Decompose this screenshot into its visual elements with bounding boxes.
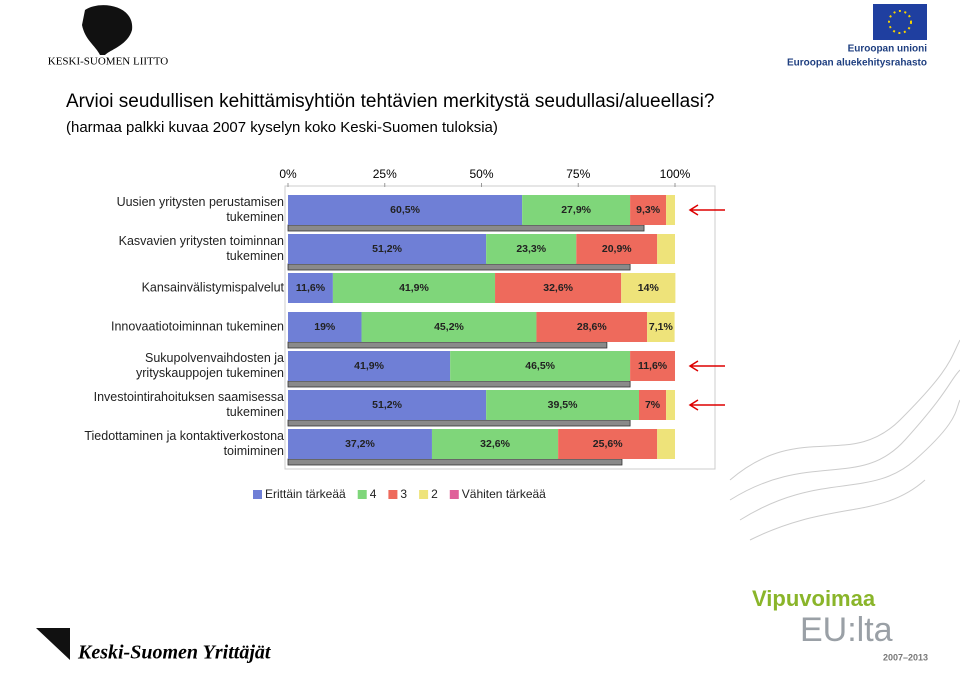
legend-label: Vähiten tärkeää [462,487,546,501]
bar-segment [666,195,675,225]
comparison-bar [287,419,631,427]
bar-segment [288,234,487,264]
bar-segment [639,390,667,420]
legend-label: 4 [370,487,377,501]
decoration [729,339,960,541]
value-label: 46,5% [525,360,555,372]
category-label: Kansainvälistymispalvelut [141,280,284,295]
value-label: 11,6% [638,360,668,372]
value-label: 19% [314,321,336,333]
legend-swatch [357,490,367,499]
bar-segment [332,273,496,303]
legend-label: 2 [431,487,438,501]
value-label: 41,9% [354,360,384,372]
bar-segment [666,390,675,420]
bar-segment [288,273,333,303]
value-label: 32,6% [480,438,510,450]
footer-years: 2007–2013 [883,652,928,662]
bar-segment [288,390,487,420]
bar-segment [361,312,537,342]
comparison-bar [287,263,631,271]
legend-swatch [419,490,429,499]
bar-segment [621,273,676,303]
footer-right: EU:lta [800,611,893,649]
comparison-bar [287,458,623,466]
legend-swatch [253,490,262,499]
legend-label: Erittäin tärkeää [265,487,346,501]
chart-subtitle: (harmaa palkki kuvaa 2007 kyselyn koko K… [66,119,498,136]
legend-swatch [388,490,398,499]
bar-segment [431,429,559,459]
org-name: KESKI-SUOMEN LIITTO [48,56,169,68]
legend-label: 3 [400,487,407,501]
comparison-bar [287,224,645,232]
value-label: 51,2% [372,399,402,411]
x-tick-label: 75% [566,167,590,181]
x-tick-label: 100% [660,167,691,181]
comparison-bar [287,380,631,388]
bar-segment [630,195,667,225]
bar-segment [522,195,631,225]
legend-swatch [449,490,459,499]
value-label: 32,6% [543,282,573,294]
eu-text: Euroopan unioni [848,44,928,55]
value-label: 23,3% [516,243,546,255]
category-label: Innovaatiotoiminnan tukeminen [110,319,284,334]
bar-segment [657,234,675,264]
bar-segment [450,351,631,381]
value-label: 14% [638,282,660,294]
x-tick-label: 0% [279,167,297,181]
bar-segment [486,390,640,420]
category-label: Investointirahoituksen saamisessa tukemi… [93,390,284,419]
footer-left: Keski-Suomen Yrittäjät [77,642,272,664]
footer-right: Vipuvoimaa [752,586,876,611]
value-label: 11,6% [296,282,326,294]
x-tick-label: 50% [469,167,493,181]
category-label: Uusien yritysten perustamisen tukeminen [116,195,284,224]
value-label: 39,5% [548,399,578,411]
value-label: 7% [645,399,661,411]
eu-stars [888,10,912,34]
value-label: 7,1% [649,321,674,333]
x-tick-label: 25% [373,167,397,181]
category-label: Sukupolvenvaihdosten ja yrityskauppojen … [136,351,284,380]
comparison-bar [287,341,608,349]
bar-segment [288,195,523,225]
value-label: 28,6% [577,321,607,333]
bar-segment [495,273,622,303]
value-label: 9,3% [636,204,661,216]
bar-segment [576,234,658,264]
bar-segment [486,234,577,264]
value-label: 27,9% [561,204,591,216]
value-label: 51,2% [372,243,402,255]
bar-segment [288,429,432,459]
category-label: Kasvavien yritysten toiminnan tukeminen [118,234,284,263]
value-label: 25,6% [593,438,623,450]
bar-segment [630,351,675,381]
logo-left [82,5,133,56]
bar-segment [288,351,451,381]
chart-title: Arvioi seudullisen kehittämisyhtiön teht… [66,91,714,112]
arrows [688,204,725,411]
value-label: 45,2% [434,321,464,333]
value-label: 60,5% [390,204,420,216]
eu-text: Euroopan aluekehitysrahasto [787,58,927,69]
value-label: 41,9% [399,282,429,294]
value-label: 37,2% [345,438,375,450]
eu-flag [873,4,927,40]
category-label: Tiedottaminen ja kontaktiverkostona toim… [84,429,284,458]
bar-segment [657,429,675,459]
bar-segment [536,312,648,342]
logo-footer [36,628,70,660]
bar-segment [288,312,362,342]
bar-segment [558,429,658,459]
bar-segment [647,312,675,342]
value-label: 20,9% [602,243,632,255]
